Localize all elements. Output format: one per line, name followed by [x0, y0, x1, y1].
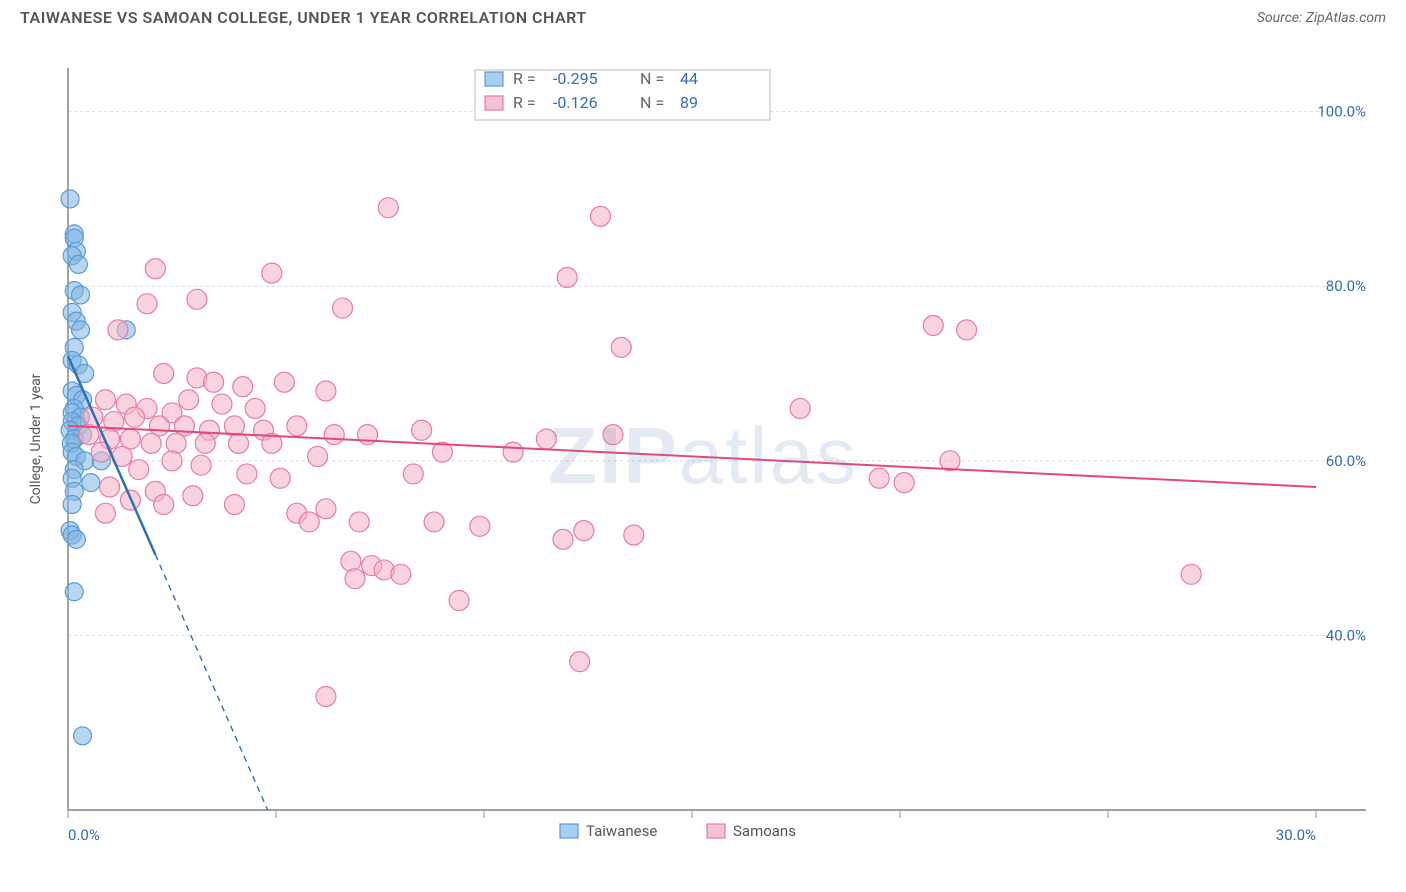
y-axis-label: College, Under 1 year [28, 373, 44, 504]
correlation-chart: 0.0% 30.0% 40.0% 60.0% 80.0% 100.0% College, U… [20, 40, 1386, 872]
legend-r-label: R = [513, 69, 536, 88]
data-point [503, 442, 523, 462]
data-point [557, 268, 577, 288]
data-point [95, 390, 115, 410]
data-point [270, 468, 290, 488]
data-point [108, 320, 128, 340]
data-point [166, 433, 186, 453]
y-tick-label: 60.0% [1326, 452, 1366, 470]
data-point [233, 377, 253, 397]
data-point [154, 494, 174, 514]
data-point [316, 499, 336, 519]
data-point [71, 321, 89, 339]
data-point [957, 320, 977, 340]
bottom-legend-swatch [707, 824, 725, 838]
data-point [553, 529, 573, 549]
data-point [574, 521, 594, 541]
data-point [274, 372, 294, 392]
data-point [154, 364, 174, 384]
bottom-legend-swatch [560, 824, 578, 838]
y-tick-label: 40.0% [1326, 626, 1366, 644]
data-point [137, 294, 157, 314]
x-tick-label: 30.0% [1276, 826, 1316, 844]
legend-n-value: 44 [680, 69, 698, 88]
data-point [191, 455, 211, 475]
data-point [299, 512, 319, 532]
data-point [324, 425, 344, 445]
y-tick-label: 100.0% [1317, 103, 1366, 121]
data-point [162, 451, 182, 471]
data-point [333, 298, 353, 318]
data-point [204, 372, 224, 392]
data-point [603, 425, 623, 445]
data-point [894, 473, 914, 493]
data-point [179, 390, 199, 410]
data-point [308, 446, 328, 466]
data-point [923, 316, 943, 336]
data-point [212, 394, 232, 414]
data-point [449, 590, 469, 610]
chart-container: 0.0% 30.0% 40.0% 60.0% 80.0% 100.0% College, U… [20, 40, 1386, 872]
legend-n-label: N = [640, 69, 664, 88]
data-point [611, 337, 631, 357]
data-point [287, 416, 307, 436]
data-point [412, 420, 432, 440]
legend-r-value: -0.295 [553, 69, 598, 88]
data-point [262, 263, 282, 283]
legend-n-label: N = [640, 93, 664, 112]
legend-r-value: -0.126 [553, 93, 598, 112]
data-point [100, 477, 120, 497]
data-point [187, 289, 207, 309]
data-point [74, 727, 92, 745]
legend-swatch [485, 96, 503, 110]
data-point [470, 516, 490, 536]
series-samoans [79, 198, 1201, 707]
bottom-legend-label: Samoans [733, 822, 796, 840]
data-point [195, 433, 215, 453]
data-point [82, 474, 100, 492]
data-point [590, 206, 610, 226]
data-point [1181, 564, 1201, 584]
data-point [145, 259, 165, 279]
data-point [391, 564, 411, 584]
data-point [624, 525, 644, 545]
x-tick-label: 0.0% [68, 826, 100, 844]
data-point [424, 512, 444, 532]
legend-n-value: 89 [680, 93, 698, 112]
data-point [536, 429, 556, 449]
data-point [349, 512, 369, 532]
data-point [341, 551, 361, 571]
data-point [69, 255, 87, 273]
data-point [71, 286, 89, 304]
data-point [316, 381, 336, 401]
data-point [67, 530, 85, 548]
data-point [65, 583, 83, 601]
data-point [245, 398, 265, 418]
data-point [129, 460, 149, 480]
data-point [570, 652, 590, 672]
data-point [316, 687, 336, 707]
data-point [378, 198, 398, 218]
data-point [141, 433, 161, 453]
data-point [183, 486, 203, 506]
trendline-extrapolated [155, 555, 267, 810]
series-taiwanese [61, 190, 135, 745]
data-point [237, 464, 257, 484]
data-point [790, 398, 810, 418]
data-point [403, 464, 423, 484]
data-point [61, 190, 79, 208]
data-point [869, 468, 889, 488]
data-point [95, 503, 115, 523]
legend-r-label: R = [513, 93, 536, 112]
chart-title: TAIWANESE VS SAMOAN COLLEGE, UNDER 1 YEA… [20, 8, 587, 27]
data-point [224, 494, 244, 514]
data-point [229, 433, 249, 453]
legend-swatch [485, 72, 503, 86]
data-point [63, 495, 81, 513]
source-label: Source: ZipAtlas.com [1257, 10, 1386, 26]
data-point [345, 569, 365, 589]
bottom-legend-label: Taiwanese [586, 822, 657, 840]
y-tick-label: 80.0% [1326, 277, 1366, 295]
data-point [125, 407, 145, 427]
